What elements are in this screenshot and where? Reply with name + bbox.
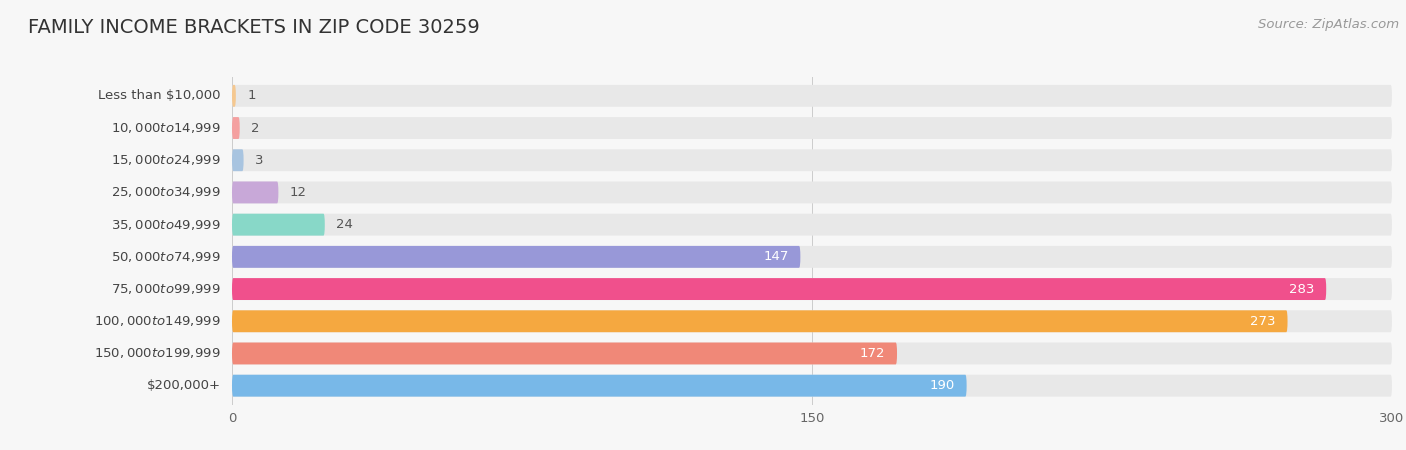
- FancyBboxPatch shape: [232, 278, 1326, 300]
- FancyBboxPatch shape: [232, 149, 243, 171]
- Text: 3: 3: [256, 154, 264, 167]
- FancyBboxPatch shape: [232, 85, 1392, 107]
- Text: 24: 24: [336, 218, 353, 231]
- FancyBboxPatch shape: [232, 181, 278, 203]
- FancyBboxPatch shape: [232, 310, 1288, 332]
- FancyBboxPatch shape: [232, 246, 1392, 268]
- Text: 190: 190: [929, 379, 955, 392]
- Text: 273: 273: [1250, 315, 1277, 328]
- FancyBboxPatch shape: [232, 342, 897, 364]
- FancyBboxPatch shape: [232, 149, 1392, 171]
- Text: $25,000 to $34,999: $25,000 to $34,999: [111, 185, 221, 199]
- Text: 283: 283: [1289, 283, 1315, 296]
- FancyBboxPatch shape: [232, 375, 967, 396]
- FancyBboxPatch shape: [232, 342, 1392, 364]
- Text: $150,000 to $199,999: $150,000 to $199,999: [94, 346, 221, 360]
- FancyBboxPatch shape: [232, 375, 1392, 396]
- Text: $50,000 to $74,999: $50,000 to $74,999: [111, 250, 221, 264]
- Text: 12: 12: [290, 186, 307, 199]
- FancyBboxPatch shape: [232, 117, 239, 139]
- FancyBboxPatch shape: [232, 181, 1392, 203]
- Text: 147: 147: [763, 250, 789, 263]
- Text: $35,000 to $49,999: $35,000 to $49,999: [111, 218, 221, 232]
- FancyBboxPatch shape: [232, 85, 236, 107]
- Text: 1: 1: [247, 89, 256, 102]
- Text: 2: 2: [252, 122, 260, 135]
- Text: $75,000 to $99,999: $75,000 to $99,999: [111, 282, 221, 296]
- Text: $100,000 to $149,999: $100,000 to $149,999: [94, 314, 221, 328]
- Text: Source: ZipAtlas.com: Source: ZipAtlas.com: [1258, 18, 1399, 31]
- FancyBboxPatch shape: [232, 246, 800, 268]
- FancyBboxPatch shape: [232, 310, 1392, 332]
- FancyBboxPatch shape: [232, 278, 1392, 300]
- FancyBboxPatch shape: [232, 214, 1392, 236]
- Text: $10,000 to $14,999: $10,000 to $14,999: [111, 121, 221, 135]
- Text: FAMILY INCOME BRACKETS IN ZIP CODE 30259: FAMILY INCOME BRACKETS IN ZIP CODE 30259: [28, 18, 479, 37]
- Text: $15,000 to $24,999: $15,000 to $24,999: [111, 153, 221, 167]
- Text: $200,000+: $200,000+: [146, 379, 221, 392]
- Text: Less than $10,000: Less than $10,000: [98, 89, 221, 102]
- FancyBboxPatch shape: [232, 214, 325, 236]
- Text: 172: 172: [860, 347, 886, 360]
- FancyBboxPatch shape: [232, 117, 1392, 139]
